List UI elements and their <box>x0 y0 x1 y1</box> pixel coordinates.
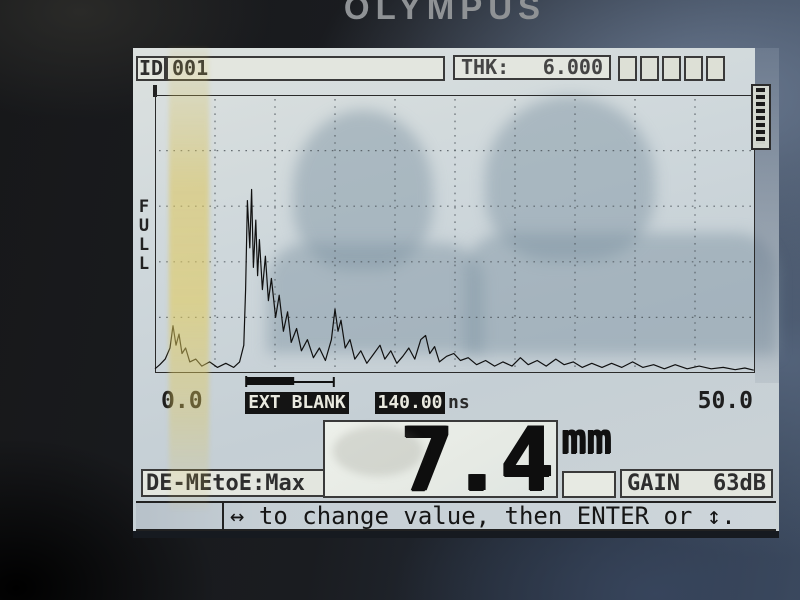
indicator-box <box>706 56 725 81</box>
gain-label: GAIN <box>627 471 680 496</box>
gain-ladder-indicator <box>751 84 771 150</box>
x-axis-max-label: 50.0 <box>697 388 753 414</box>
screen-bottom-edge <box>133 531 779 538</box>
ext-blank-value[interactable]: 140.00 <box>375 392 445 414</box>
help-bar-left-segment <box>136 503 224 529</box>
gain-value: 63dB <box>713 471 766 496</box>
indicator-box <box>662 56 681 81</box>
id-value-field[interactable]: 001 <box>166 56 445 81</box>
thickness-main-readout: 7.4 <box>323 408 558 511</box>
empty-status-box <box>562 471 616 498</box>
screen-smudge <box>333 426 423 476</box>
x-axis-min-label: 0.0 <box>161 388 203 414</box>
help-bar: ↔ to change value, then ENTER or ↕. <box>136 501 776 531</box>
measure-mode-readout: DE-MEtoE:Max <box>141 469 325 497</box>
ascan-waveform-plot <box>154 95 755 387</box>
help-bar-text: ↔ to change value, then ENTER or ↕. <box>230 502 736 530</box>
indicator-box <box>640 56 659 81</box>
id-label: ID <box>136 56 166 81</box>
thk-label: THK: <box>461 55 510 79</box>
indicator-box <box>684 56 703 81</box>
indicator-box <box>618 56 637 81</box>
ext-blank-label: EXT BLANK <box>245 392 349 414</box>
ext-blank-unit: ns <box>448 392 470 413</box>
thk-value: 6.000 <box>542 55 603 79</box>
gain-readout: GAIN 63dB <box>620 469 773 498</box>
measurement-unit: mm <box>561 414 612 463</box>
plot-top-tick <box>153 85 157 97</box>
brand-logo: OLYMPUS <box>343 0 547 26</box>
thickness-readout: THK: 6.000 <box>453 55 611 80</box>
